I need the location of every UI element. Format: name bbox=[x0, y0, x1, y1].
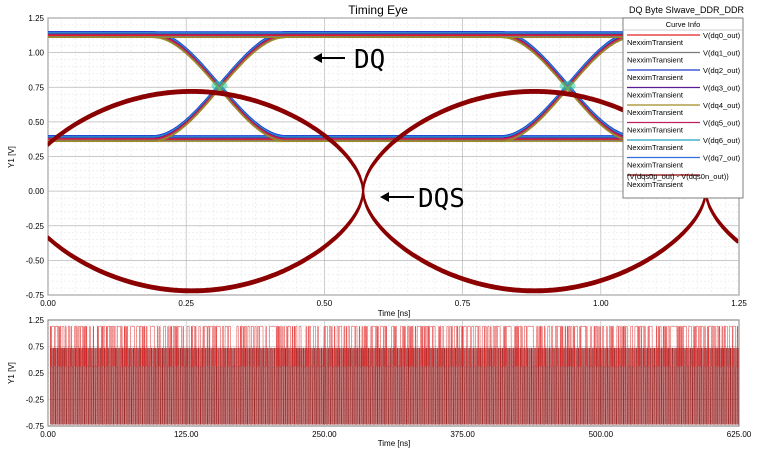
transient-x-tick-label: 125.00 bbox=[174, 430, 199, 439]
eye-y-tick-label: -0.50 bbox=[26, 256, 45, 265]
eye-x-tick-label: 1.25 bbox=[731, 299, 747, 308]
transient-x-tick-label: 625.00 bbox=[727, 430, 752, 439]
legend-entry-name: V(dq0_out) bbox=[703, 31, 741, 40]
legend-entry-name: V(dq7_out) bbox=[703, 154, 741, 163]
dqs-arrow-head bbox=[380, 192, 389, 202]
legend-entry-source: NexximTransient bbox=[627, 73, 684, 82]
dq-transient-trace bbox=[49, 326, 739, 367]
transient-y-tick-label: 0.75 bbox=[28, 343, 44, 352]
legend-entry-source: NexximTransient bbox=[627, 38, 684, 47]
transient-x-tick-labels: 0.00 125.00 250.00 375.00 500.00 625.00 bbox=[40, 430, 752, 439]
dqs-trace bbox=[47, 92, 739, 294]
eye-y-tick-labels: 1.25 1.00 0.75 0.50 0.25 0.00 -0.25 -0.50 -0.75 bbox=[26, 14, 45, 300]
eye-y-tick-label: 0.25 bbox=[28, 153, 44, 162]
transient-y-tick-label: 1.25 bbox=[28, 316, 44, 325]
eye-y-tick-label: 0.75 bbox=[28, 83, 44, 92]
eye-x-tick-label: 0.50 bbox=[317, 299, 333, 308]
transient-curves bbox=[49, 326, 739, 425]
legend-entry-name: (V(dqs0p_out) - V(dqs0n_out)) bbox=[627, 172, 729, 181]
dqs-trace bbox=[47, 90, 739, 292]
legend-entry-source: NexximTransient bbox=[627, 143, 684, 152]
transient-y-tick-label: -0.75 bbox=[26, 422, 45, 431]
eye-y-tick-label: -0.75 bbox=[26, 291, 45, 300]
eye-y-tick-label: 1.00 bbox=[28, 49, 44, 58]
transient-y-tick-label: 0.25 bbox=[28, 369, 44, 378]
legend-box bbox=[622, 17, 744, 199]
legend-entry-source: NexximTransient bbox=[627, 108, 684, 117]
legend-entry-name: V(dq5_out) bbox=[703, 119, 741, 128]
dq-crossing-highlight bbox=[211, 80, 228, 91]
eye-y-axis-label: Y1 [V] bbox=[7, 146, 16, 168]
legend-entry-source: NexximTransient bbox=[627, 91, 684, 100]
dqs-trace bbox=[47, 91, 739, 293]
legend-title: Curve Info bbox=[666, 20, 701, 29]
transient-x-axis-label: Time [ns] bbox=[378, 439, 411, 448]
legend-entry-source: NexximTransient bbox=[627, 161, 684, 170]
legend-entry-name: V(dq6_out) bbox=[703, 136, 741, 145]
eye-y-tick-label: 0.50 bbox=[28, 118, 44, 127]
dqs-annotation: DQS bbox=[380, 184, 465, 214]
dq-arrow-head bbox=[313, 53, 322, 63]
dqs-trace bbox=[47, 89, 739, 290]
chart-title: Timing Eye bbox=[348, 3, 408, 17]
curve-info-legend[interactable]: Curve Info V(dq0_out)NexximTransientV(dq… bbox=[622, 17, 744, 199]
eye-x-tick-label: 0.75 bbox=[455, 299, 471, 308]
legend-items: V(dq0_out) NexximTransient V(dq1_out) Nexxi… bbox=[627, 31, 741, 189]
eye-y-tick-label: 1.25 bbox=[28, 14, 44, 23]
legend-entry-source: NexximTransient bbox=[627, 56, 684, 65]
transient-y-tick-label: -0.25 bbox=[26, 396, 45, 405]
eye-y-tick-label: -0.25 bbox=[26, 222, 45, 231]
transient-x-tick-label: 500.00 bbox=[589, 430, 614, 439]
legend-entry-name: V(dq3_out) bbox=[703, 84, 741, 93]
dqs-label: DQS bbox=[418, 184, 465, 214]
legend-entry-source: NexximTransient bbox=[627, 126, 684, 135]
transient-plot[interactable]: 1.25 0.75 0.25 -0.25 -0.75 0.00 125.00 250.00 3… bbox=[7, 316, 752, 448]
eye-y-tick-label: 0.00 bbox=[28, 187, 44, 196]
eye-x-axis-label: Time [ns] bbox=[378, 309, 411, 318]
transient-y-tick-labels: 1.25 0.75 0.25 -0.25 -0.75 bbox=[26, 316, 45, 431]
dq-crossing-highlight bbox=[559, 80, 576, 91]
transient-y-axis-label: Y1 [V] bbox=[7, 362, 16, 384]
legend-entry-source: NexximTransient bbox=[627, 180, 684, 189]
eye-x-tick-labels: 0.00 0.25 0.50 0.75 1.00 1.25 bbox=[40, 299, 747, 308]
design-name: DQ Byte SIwave_DDR_DDR bbox=[629, 5, 745, 15]
legend-entry-name: V(dq2_out) bbox=[703, 66, 741, 75]
transient-x-tick-label: 0.00 bbox=[40, 430, 56, 439]
eye-x-tick-label: 0.00 bbox=[40, 299, 56, 308]
transient-x-tick-label: 250.00 bbox=[312, 430, 337, 439]
eye-x-tick-label: 0.25 bbox=[178, 299, 194, 308]
eye-x-tick-label: 1.00 bbox=[593, 299, 609, 308]
transient-x-tick-label: 375.00 bbox=[450, 430, 475, 439]
legend-entry-name: V(dq1_out) bbox=[703, 49, 741, 58]
legend-entry-name: V(dq4_out) bbox=[703, 101, 741, 110]
dq-annotation: DQ bbox=[313, 45, 385, 75]
dq-label: DQ bbox=[354, 45, 385, 75]
